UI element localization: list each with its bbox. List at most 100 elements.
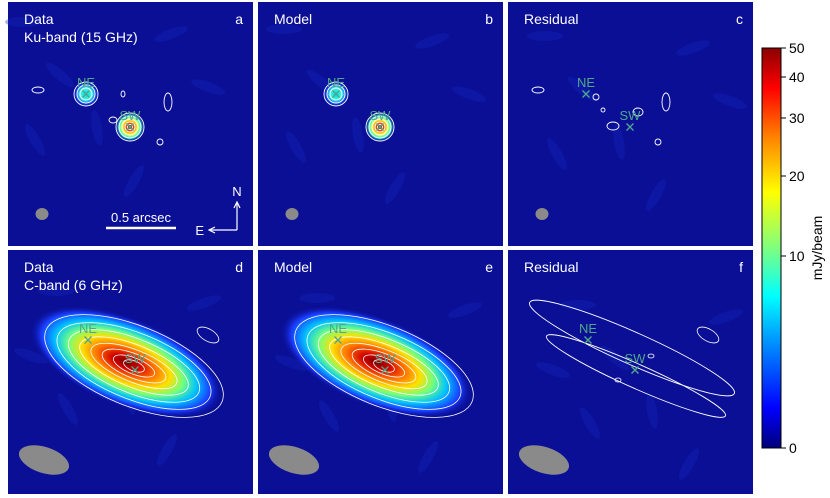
contour-line [696,326,720,344]
colorbar-gradient [761,47,782,449]
noise-streak [547,138,567,170]
contour-line [329,87,343,101]
contour-line [124,121,136,133]
noise-streak [567,76,597,102]
source-marker-sw [126,123,134,131]
source-marker-sw [626,123,634,131]
source-marker-ne [332,90,340,98]
noise-streak [675,40,711,56]
compass-north-label: N [232,184,241,199]
colorbar-label: mJy/beam [809,216,825,281]
noise-streak [299,293,335,303]
panel-title: Model [274,259,312,275]
panel-letter: a [235,11,243,27]
contour-line [374,121,386,133]
beam-ellipse [285,208,299,220]
contour-line [365,112,395,142]
colorbar-tick-label: 0 [789,440,797,456]
panel-letter: f [739,259,743,275]
contour-line [115,112,145,142]
source-label-sw: SW [625,351,647,366]
source-marker-ne [84,336,92,344]
colorbar-tick-label: 20 [789,168,805,184]
contour-line [600,107,606,113]
contour-line [614,377,622,383]
noise-streak [266,24,302,34]
source-label-ne: NE [577,75,595,90]
noise-streak [25,124,45,156]
source-label-sw: SW [620,108,642,123]
contour-line [317,329,451,403]
panel-title: Model [274,11,312,27]
compass-east-label: E [195,223,204,238]
noise-streak [186,295,222,311]
beam-ellipse [18,445,70,475]
noise-streak [124,165,144,197]
panel-title: Data [24,259,54,275]
contour-line [120,90,126,98]
colorbar-tick-label: 10 [789,248,805,264]
compass-east-arrowhead [207,226,216,234]
noise-streak [385,172,405,204]
source-label-ne: NE [77,75,95,90]
contour-line [306,322,462,410]
contour-line [67,329,201,403]
contour-line [529,299,735,397]
noise-streak [38,286,74,296]
source-marker-sw [376,123,384,131]
contour-line [196,326,220,344]
source-marker-sw [381,366,389,374]
compass-north-arrowhead [233,200,241,209]
noise-streak [451,86,487,102]
noise-streak [418,441,438,473]
noise-streak [5,17,41,27]
contour-line [362,354,406,378]
contour-line [101,348,167,384]
noise-streak [153,26,189,42]
contour-line [340,342,428,390]
contour-line [73,81,99,107]
colorbar-tick-label: 40 [789,69,805,85]
source-label-sw: SW [370,108,392,123]
contour-line [377,124,383,130]
noise-streak [613,124,625,160]
source-label-sw: SW [125,351,147,366]
noise-streak [45,62,75,88]
contour-line [90,342,178,390]
noise-streak [190,79,226,95]
contour-line [56,322,212,410]
contour-line [79,336,189,396]
source-marker-sw [631,366,639,374]
panel-title: Residual [524,259,578,275]
contour-line [108,116,118,124]
contour-line [654,138,662,146]
contour-line [531,86,545,94]
beam-ellipse [268,445,320,475]
beam-ellipse [518,445,570,475]
panel-f: NE SW Residual f [508,250,753,494]
colorbar-tick-label: 30 [789,110,805,126]
contour-line [632,107,644,117]
panel-letter: b [485,11,493,27]
noise-streak [352,117,364,153]
noise-streak [560,300,596,310]
source-label-ne: NE [79,321,97,336]
source-label-ne: NE [329,321,347,336]
contour-line [592,93,600,101]
source-marker-ne [584,336,592,344]
contour-line [118,115,142,139]
noise-streak [646,393,658,429]
contour-line [647,353,655,359]
noise-streak [447,302,483,318]
noise-streak [535,362,571,378]
source-marker-ne [82,90,90,98]
contour-line [351,348,417,384]
source-label-ne: NE [579,321,597,336]
noise-streak [646,179,666,211]
contour-line [329,336,439,396]
panel-title: Data [24,11,54,27]
panel-title: Residual [524,11,578,27]
panel-d: NE SW Data C-band (6 GHz) d [8,250,253,494]
